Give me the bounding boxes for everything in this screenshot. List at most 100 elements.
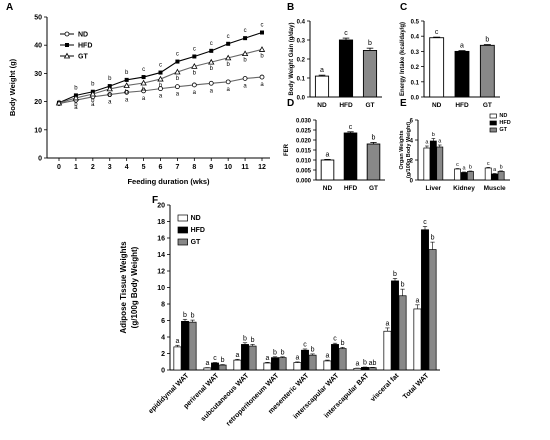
ytick-label-e: 0	[410, 179, 414, 185]
ytick-label-a: 10	[34, 127, 42, 134]
sig-label-c: a	[460, 43, 464, 50]
bar-f-gt	[278, 357, 287, 371]
xtick-label-f: visceral fat	[370, 372, 401, 403]
xtick-label-b: GT	[365, 102, 374, 109]
sig-label-f: ab	[369, 360, 377, 367]
ylabel-b: Body Weight Gain (g/day)	[289, 23, 295, 96]
sig-label-f: c	[423, 219, 427, 226]
xlabel-a: Feeding duration (wks)	[127, 177, 210, 186]
bar-f-gt	[248, 345, 257, 371]
legend-label-f: GT	[191, 239, 201, 246]
point-hfd	[243, 36, 248, 41]
sig-label-f: a	[385, 320, 389, 327]
ytick-label-e: 4	[410, 139, 414, 145]
xtick-label-c: HFD	[455, 102, 469, 109]
bar-d-nd	[320, 159, 335, 181]
sig-label-e: a	[493, 167, 497, 173]
ytick-label-c: 0.5	[411, 20, 420, 26]
ytick-label-e: 6	[410, 119, 414, 125]
sig-label-d: a	[326, 151, 330, 158]
xtick-label-a: 7	[175, 164, 179, 171]
legend-swatch-f	[177, 238, 188, 246]
point-gt	[224, 54, 232, 61]
bar-f-hfd	[241, 344, 249, 371]
ytick-label-f: 10	[157, 285, 165, 292]
sig-label-e: b	[432, 132, 435, 138]
bar-e-hfd	[429, 140, 437, 181]
bar-f-nd	[173, 346, 182, 371]
ytick-label-f: 6	[161, 318, 165, 325]
ytick-label-c: 0.1	[411, 80, 420, 86]
bar-d-gt	[366, 143, 381, 181]
ytick-label-d: 0.015	[296, 149, 312, 155]
sig-label-a: c	[193, 46, 196, 52]
sig-label-a: a	[176, 92, 180, 98]
ytick-label-a: 0	[38, 156, 42, 163]
point-gt	[106, 85, 113, 92]
point-gt	[123, 82, 130, 88]
bar-f-nd	[203, 367, 212, 371]
bar-f-gt	[188, 321, 197, 371]
sig-label-e: c	[487, 161, 490, 167]
legend-label-f: HFD	[191, 227, 205, 234]
sig-label-a: b	[125, 70, 129, 76]
sig-label-f: a	[175, 338, 179, 345]
xtick-label-e: Muscle	[484, 185, 506, 192]
ytick-label-d: 0.000	[296, 179, 312, 185]
point-gt	[55, 99, 63, 106]
sig-label-a: b	[91, 82, 95, 88]
ytick-label-a: 50	[34, 15, 42, 22]
xtick-label-a: 8	[192, 164, 196, 171]
bar-f-gt	[428, 249, 437, 371]
xtick-label-c: GT	[483, 102, 492, 109]
ylabel-e: Organ Weights	[399, 130, 405, 169]
bar-f-nd	[233, 359, 242, 371]
sig-label-a: a	[142, 96, 146, 102]
ylabel-d: FER	[284, 143, 290, 156]
point-gt	[157, 75, 164, 82]
xtick-label-d: HFD	[344, 185, 358, 192]
bar-b-hfd	[338, 39, 354, 98]
point-hfd	[158, 70, 163, 75]
sig-label-f: c	[333, 336, 337, 343]
sig-label-f: c	[303, 341, 307, 348]
ytick-label-b: 0.4	[297, 20, 306, 26]
sig-label-f: a	[235, 352, 239, 359]
bar-f-hfd	[301, 349, 309, 371]
sig-label-a: b	[125, 90, 129, 96]
bar-b-nd	[314, 75, 330, 98]
panel-label-b: B	[287, 2, 294, 13]
sig-label-a: b	[226, 62, 230, 68]
legend-swatch-e	[489, 127, 497, 133]
sig-label-a: b	[159, 83, 163, 89]
bar-f-hfd	[331, 344, 339, 371]
point-hfd	[192, 54, 197, 59]
xtick-label-a: 10	[224, 164, 232, 171]
sig-label-a: a	[159, 94, 163, 100]
point-hfd	[124, 77, 129, 82]
point-nd	[175, 84, 180, 90]
xtick-label-a: 11	[241, 164, 249, 171]
xtick-label-d: ND	[323, 185, 333, 192]
point-nd	[141, 88, 146, 94]
legend-label-f: ND	[191, 215, 201, 222]
sig-label-e: a	[438, 139, 442, 145]
bar-f-hfd	[271, 357, 279, 371]
sig-label-e: a	[425, 140, 429, 146]
ytick-label-a: 40	[34, 43, 42, 50]
bar-f-gt	[218, 364, 227, 371]
point-gt	[72, 94, 80, 101]
bar-f-nd	[383, 330, 392, 371]
bar-e-gt	[467, 171, 474, 181]
panel-label-c: C	[400, 2, 407, 13]
sig-label-a: b	[108, 76, 112, 82]
point-nd	[208, 80, 214, 86]
ytick-label-c: 0.3	[411, 50, 420, 56]
xtick-label-a: 5	[142, 164, 146, 171]
sig-label-f: b	[363, 360, 367, 367]
xtick-label-a: 1	[74, 164, 78, 171]
sig-label-a: a	[210, 88, 214, 94]
sig-label-e: a	[462, 166, 466, 172]
sig-label-a: b	[74, 85, 78, 91]
xtick-label-d: GT	[369, 185, 378, 192]
